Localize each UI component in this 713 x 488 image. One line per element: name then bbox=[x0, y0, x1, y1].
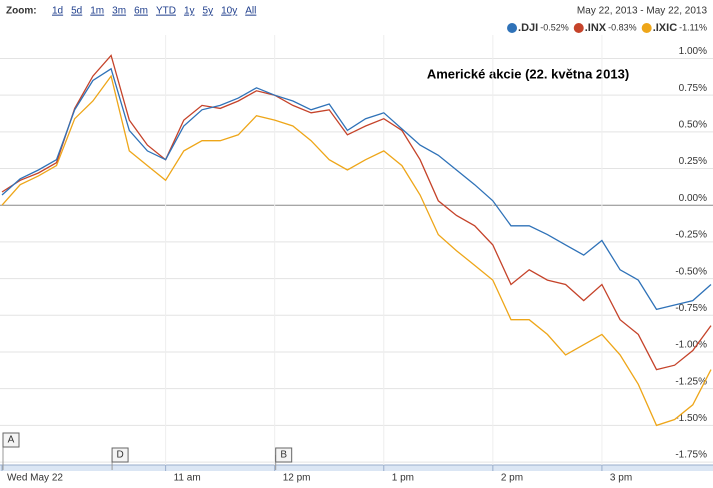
zoom-option[interactable]: 6m bbox=[134, 6, 148, 17]
y-tick-label: -1.00% bbox=[675, 340, 707, 351]
y-tick-label: -0.75% bbox=[675, 303, 707, 314]
y-tick-label: -1.50% bbox=[675, 413, 707, 424]
zoom-option[interactable]: 3m bbox=[112, 6, 126, 17]
x-axis-band bbox=[0, 465, 713, 471]
legend-marker bbox=[507, 23, 518, 33]
flag[interactable] bbox=[2, 432, 20, 448]
y-tick-label: -0.50% bbox=[675, 266, 707, 277]
y-tick-label: -1.25% bbox=[675, 376, 707, 387]
y-tick-label: -0.25% bbox=[675, 230, 707, 241]
zoom-option[interactable]: 1d bbox=[52, 6, 63, 17]
x-tick-label: 1 pm bbox=[392, 473, 414, 484]
flag-label: B bbox=[280, 450, 287, 461]
y-tick-label: 1.00% bbox=[679, 46, 707, 57]
flag-label: A bbox=[8, 435, 15, 446]
x-tick-label: 11 am bbox=[174, 473, 201, 484]
x-tick-label: 3 pm bbox=[610, 473, 632, 484]
legend-label: .DJI bbox=[518, 22, 538, 34]
zoom-option[interactable]: 1m bbox=[90, 6, 104, 17]
legend-change: -0.83% bbox=[608, 22, 637, 32]
series-line bbox=[1, 54, 712, 371]
zoom-label: Zoom: bbox=[6, 6, 37, 17]
flag[interactable] bbox=[111, 447, 129, 463]
y-tick-label: 0.25% bbox=[679, 156, 707, 167]
legend-change: -1.11% bbox=[679, 22, 707, 32]
zoom-option[interactable]: All bbox=[245, 6, 256, 17]
series-line bbox=[1, 74, 712, 427]
x-tick-label: 12 pm bbox=[283, 473, 311, 484]
flag-label: D bbox=[116, 450, 123, 461]
legend-change: -0.52% bbox=[540, 22, 569, 32]
y-tick-label: 0.50% bbox=[679, 120, 707, 131]
y-tick-label: 0.75% bbox=[679, 83, 707, 94]
zoom-option[interactable]: 10y bbox=[221, 6, 237, 17]
date-range: May 22, 2013 - May 22, 2013 bbox=[577, 6, 708, 17]
y-tick-label: -1.75% bbox=[675, 450, 707, 461]
zoom-option[interactable]: 5d bbox=[71, 6, 82, 17]
legend-marker bbox=[573, 23, 584, 33]
legend-label: .IXIC bbox=[653, 22, 678, 34]
flag[interactable] bbox=[275, 447, 293, 463]
zoom-option[interactable]: YTD bbox=[156, 6, 176, 17]
series-line bbox=[1, 67, 712, 311]
x-tick-label: 2 pm bbox=[501, 473, 523, 484]
legend-label: .INX bbox=[585, 22, 607, 34]
legend-marker bbox=[641, 23, 652, 33]
zoom-option[interactable]: 1y bbox=[184, 6, 195, 17]
x-tick-label: Wed May 22 bbox=[7, 473, 63, 484]
y-tick-label: 0.00% bbox=[679, 193, 707, 204]
chart-title: Americké akcie (22. května 2013) bbox=[427, 66, 629, 81]
zoom-option[interactable]: 5y bbox=[203, 6, 214, 17]
